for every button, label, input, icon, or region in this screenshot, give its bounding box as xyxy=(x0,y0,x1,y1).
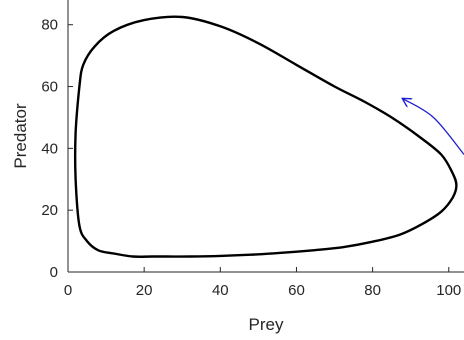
y-tick-label-0: 0 xyxy=(50,264,58,281)
x-tick-label-2: 40 xyxy=(212,282,229,299)
direction-arrow-0 xyxy=(403,99,464,155)
y-tick-label-3: 60 xyxy=(41,79,58,96)
y-tick-label-4: 80 xyxy=(41,17,58,34)
ticks: 0 20 40 60 80 100 0 20 40 60 80 xyxy=(41,17,461,299)
plot-area xyxy=(73,15,464,258)
x-tick-label-4: 80 xyxy=(364,282,381,299)
axes xyxy=(67,0,464,273)
series-0-line xyxy=(73,15,458,258)
y-axis-label: Predator xyxy=(11,103,30,169)
y-tick-label-1: 20 xyxy=(41,202,58,219)
x-tick-label-0: 0 xyxy=(64,282,72,299)
y-tick-label-2: 40 xyxy=(41,140,58,157)
x-tick-label-5: 100 xyxy=(436,282,461,299)
x-axis-label: Prey xyxy=(249,315,284,334)
x-tick-label-1: 20 xyxy=(136,282,153,299)
x-tick-label-3: 60 xyxy=(288,282,305,299)
